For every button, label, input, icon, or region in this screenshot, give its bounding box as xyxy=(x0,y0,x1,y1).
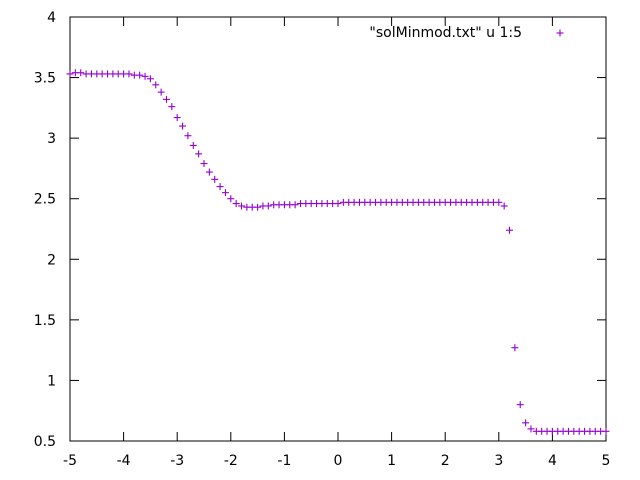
data-point xyxy=(500,202,508,210)
data-point xyxy=(195,150,203,158)
x-tick-label: -2 xyxy=(224,453,238,469)
data-point xyxy=(136,71,144,79)
y-tick-label: 0.5 xyxy=(34,434,56,450)
data-point xyxy=(211,175,219,183)
data-point xyxy=(238,202,246,210)
y-tick-label: 1 xyxy=(47,373,56,389)
x-tick-label: -5 xyxy=(63,453,77,469)
data-point xyxy=(146,75,154,83)
data-point xyxy=(168,103,176,111)
x-tick-label: 2 xyxy=(441,453,450,469)
y-tick-label: 3.5 xyxy=(34,71,56,87)
x-tick-label: -4 xyxy=(117,453,131,469)
data-point xyxy=(66,70,74,78)
data-point xyxy=(173,114,181,122)
data-point xyxy=(125,70,133,78)
x-tick-label: -1 xyxy=(277,453,291,469)
data-point xyxy=(527,425,535,433)
data-point xyxy=(602,427,610,435)
y-tick-label: 2.5 xyxy=(34,192,56,208)
data-point xyxy=(495,198,503,206)
data-point xyxy=(216,183,224,191)
data-point xyxy=(200,160,208,168)
data-point xyxy=(77,69,85,77)
data-point xyxy=(162,95,170,103)
data-point xyxy=(189,141,197,149)
data-point xyxy=(221,189,229,197)
x-tick-label: 3 xyxy=(494,453,503,469)
data-point xyxy=(334,200,342,208)
data-point xyxy=(227,195,235,203)
data-point xyxy=(141,72,149,80)
data-point xyxy=(511,344,519,352)
x-tick-label: -3 xyxy=(170,453,184,469)
legend-marker-glyph xyxy=(556,29,564,37)
data-point xyxy=(264,202,272,210)
data-point xyxy=(254,203,262,211)
data-point xyxy=(179,122,187,130)
x-tick-label: 0 xyxy=(334,453,343,469)
legend-marker xyxy=(556,29,564,37)
data-point xyxy=(522,419,530,427)
y-tick-label: 3 xyxy=(47,131,56,147)
data-point xyxy=(157,88,165,96)
data-point xyxy=(516,401,524,409)
data-point xyxy=(232,200,240,208)
y-tick-label: 1.5 xyxy=(34,313,56,329)
data-point xyxy=(291,201,299,209)
y-tick-label: 2 xyxy=(47,252,56,268)
x-tick-label: 1 xyxy=(387,453,396,469)
y-tick-label: 4 xyxy=(47,10,56,26)
legend-label: "solMinmod.txt" u 1:5 xyxy=(369,25,522,41)
data-point xyxy=(184,132,192,140)
data-point xyxy=(205,168,213,176)
data-point xyxy=(152,81,160,89)
x-tick-label: 4 xyxy=(548,453,557,469)
x-tick-label: 5 xyxy=(602,453,611,469)
data-point xyxy=(506,226,514,234)
